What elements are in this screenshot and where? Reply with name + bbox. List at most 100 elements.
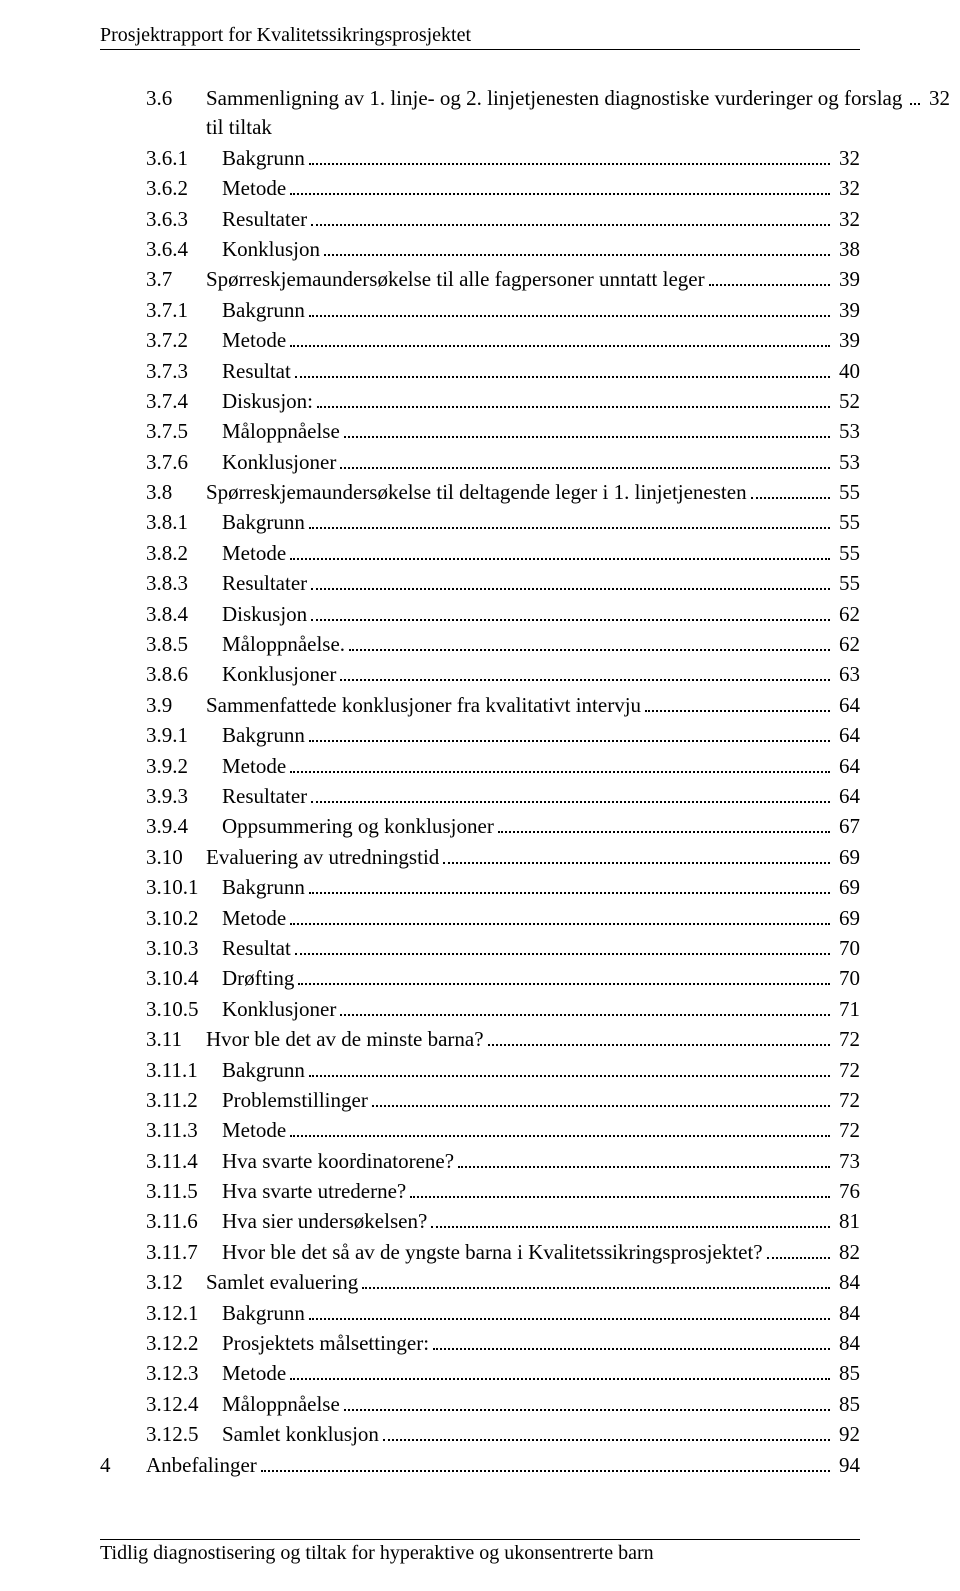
toc-number: 3.10.4 xyxy=(146,964,222,993)
toc-leader-dots xyxy=(290,176,830,195)
toc-page-number: 72 xyxy=(834,1025,860,1054)
toc-entry: 3.7.2Metode39 xyxy=(100,326,860,355)
toc-leader-dots xyxy=(349,632,830,651)
toc-entry: 3.8.3Resultater55 xyxy=(100,569,860,598)
toc-leader-dots xyxy=(311,602,830,621)
toc-number: 3.11.3 xyxy=(146,1116,222,1145)
page-header: Prosjektrapport for Kvalitetssikringspro… xyxy=(100,24,860,50)
toc-title: Drøfting xyxy=(222,964,294,993)
toc-entry: 3.9.1Bakgrunn64 xyxy=(100,721,860,750)
toc-title: Hva svarte utrederne? xyxy=(222,1177,406,1206)
toc-leader-dots xyxy=(295,359,830,378)
toc-page-number: 52 xyxy=(834,387,860,416)
toc-leader-dots xyxy=(340,663,830,682)
toc-page-number: 39 xyxy=(834,265,860,294)
toc-title: Resultater xyxy=(222,569,307,598)
toc-page-number: 94 xyxy=(834,1451,860,1480)
toc-page-number: 63 xyxy=(834,660,860,689)
toc-leader-dots xyxy=(344,1392,830,1411)
toc-entry: 3.12.2Prosjektets målsettinger: 84 xyxy=(100,1329,860,1358)
toc-number: 3.11 xyxy=(146,1025,206,1054)
toc-title: Bakgrunn xyxy=(222,1056,305,1085)
toc-number: 3.7.6 xyxy=(146,448,222,477)
toc-title: Konklusjoner xyxy=(222,448,336,477)
toc-page-number: 84 xyxy=(834,1329,860,1358)
toc-entry: 3.11.7Hvor ble det så av de yngste barna… xyxy=(100,1238,860,1267)
toc-number: 3.6.3 xyxy=(146,205,222,234)
toc-page-number: 84 xyxy=(834,1268,860,1297)
toc-leader-dots xyxy=(362,1270,830,1289)
toc-page-number: 62 xyxy=(834,600,860,629)
toc-title: Diskusjon xyxy=(222,600,307,629)
toc-number: 3.10.2 xyxy=(146,904,222,933)
toc-entry: 3.11.2Problemstillinger72 xyxy=(100,1086,860,1115)
toc-title: Sammenligning av 1. linje- og 2. linjetj… xyxy=(206,84,906,143)
toc-entry: 3.12.4Måloppnåelse85 xyxy=(100,1390,860,1419)
toc-title: Bakgrunn xyxy=(222,873,305,902)
toc-page-number: 64 xyxy=(834,782,860,811)
toc-title: Sammenfattede konklusjoner fra kvalitati… xyxy=(206,691,641,720)
toc-page-number: 85 xyxy=(834,1359,860,1388)
toc-leader-dots xyxy=(751,480,830,499)
toc-page-number: 70 xyxy=(834,934,860,963)
toc-title: Resultat xyxy=(222,357,291,386)
toc-leader-dots xyxy=(290,328,830,347)
toc-title: Konklusjoner xyxy=(222,660,336,689)
toc-entry: 3.6.2Metode32 xyxy=(100,174,860,203)
toc-entry: 3.8Spørreskjemaundersøkelse til deltagen… xyxy=(100,478,860,507)
toc-entry: 4Anbefalinger 94 xyxy=(100,1451,860,1480)
toc-leader-dots xyxy=(309,875,830,894)
toc-number: 4 xyxy=(100,1451,146,1480)
toc-entry: 3.12.3Metode85 xyxy=(100,1359,860,1388)
toc-entry: 3.8.6Konklusjoner63 xyxy=(100,660,860,689)
toc-leader-dots xyxy=(290,541,830,560)
toc-entry: 3.11Hvor ble det av de minste barna? 72 xyxy=(100,1025,860,1054)
toc-leader-dots xyxy=(317,389,830,408)
toc-title: Evaluering av utredningstid xyxy=(206,843,439,872)
toc-title: Prosjektets målsettinger: xyxy=(222,1329,429,1358)
toc-number: 3.11.7 xyxy=(146,1238,222,1267)
toc-number: 3.8.4 xyxy=(146,600,222,629)
toc-title: Metode xyxy=(222,174,286,203)
toc-page-number: 70 xyxy=(834,964,860,993)
toc-number: 3.8.1 xyxy=(146,508,222,537)
toc-number: 3.12.5 xyxy=(146,1420,222,1449)
toc-number: 3.6.4 xyxy=(146,235,222,264)
toc-leader-dots xyxy=(372,1088,830,1107)
toc-number: 3.10.1 xyxy=(146,873,222,902)
toc-leader-dots xyxy=(344,419,830,438)
toc-entry: 3.7.3Resultat40 xyxy=(100,357,860,386)
toc-leader-dots xyxy=(340,997,830,1016)
toc-number: 3.12.2 xyxy=(146,1329,222,1358)
toc-entry: 3.7.6Konklusjoner53 xyxy=(100,448,860,477)
toc-title: Metode xyxy=(222,539,286,568)
toc-title: Resultater xyxy=(222,782,307,811)
toc-title: Hva svarte koordinatorene? xyxy=(222,1147,454,1176)
toc-entry: 3.10.1Bakgrunn69 xyxy=(100,873,860,902)
toc-number: 3.11.5 xyxy=(146,1177,222,1206)
toc-page-number: 32 xyxy=(924,84,950,113)
toc-entry: 3.8.2Metode55 xyxy=(100,539,860,568)
toc-page-number: 72 xyxy=(834,1056,860,1085)
toc-number: 3.7.1 xyxy=(146,296,222,325)
toc-leader-dots xyxy=(261,1453,830,1472)
page-footer: Tidlig diagnostisering og tiltak for hyp… xyxy=(100,1539,860,1565)
toc-leader-dots xyxy=(383,1422,830,1441)
toc-leader-dots xyxy=(290,754,830,773)
toc-page-number: 81 xyxy=(834,1207,860,1236)
toc-leader-dots xyxy=(767,1240,830,1259)
toc-title: Spørreskjemaundersøkelse til deltagende … xyxy=(206,478,747,507)
toc-title: Metode xyxy=(222,1116,286,1145)
toc-entry: 3.12.1Bakgrunn84 xyxy=(100,1299,860,1328)
toc-title: Anbefalinger xyxy=(146,1451,257,1480)
toc-title: Hvor ble det av de minste barna? xyxy=(206,1025,484,1054)
toc-leader-dots xyxy=(309,511,830,530)
toc-page-number: 85 xyxy=(834,1390,860,1419)
toc-title: Samlet konklusjon xyxy=(222,1420,379,1449)
toc-title: Resultater xyxy=(222,205,307,234)
toc-entry: 3.8.5Måloppnåelse.62 xyxy=(100,630,860,659)
toc-number: 3.6 xyxy=(146,84,206,113)
toc-page-number: 53 xyxy=(834,417,860,446)
toc-leader-dots xyxy=(443,845,830,864)
toc-number: 3.10.5 xyxy=(146,995,222,1024)
